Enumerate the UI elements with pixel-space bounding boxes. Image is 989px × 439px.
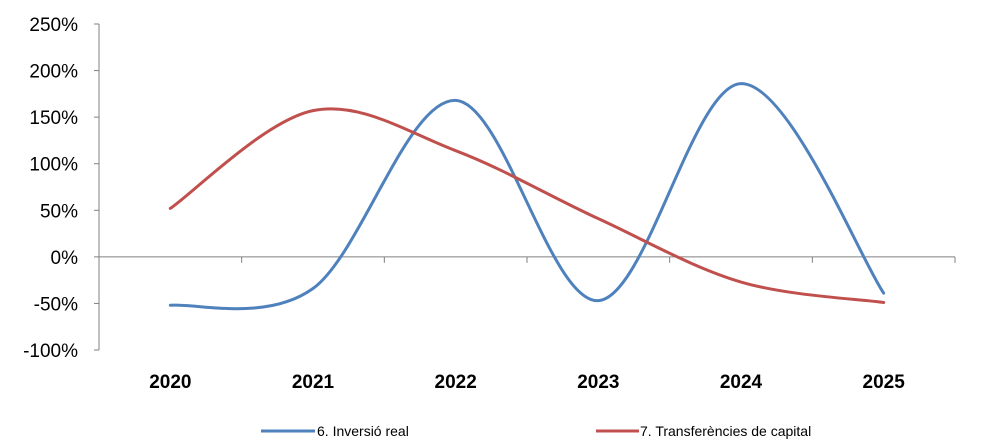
y-tick-label: -50% [34,294,78,315]
x-axis: 2020 2021 2022 2023 2024 2025 [98,256,956,393]
legend: 6. Inversió real 7. Transferències de cap… [261,423,811,439]
x-tick-label: 2025 [863,372,906,393]
y-tick-label: 150% [29,108,78,129]
legend-label-2: 7. Transferències de capital [640,423,811,439]
x-tick-label: 2024 [720,372,763,393]
y-tick-label: 0% [51,248,79,269]
y-tick-label: 50% [40,201,78,222]
x-tick-label: 2021 [292,372,335,393]
y-axis: 250% 200% 150% 100% 50% 0% -50% -100% [23,15,100,362]
legend-label-1: 6. Inversió real [317,423,409,439]
y-tick-label: 200% [29,62,78,83]
x-tick-label: 2022 [435,372,477,393]
y-tick-label: 250% [29,15,78,36]
x-tick-label: 2023 [577,372,619,393]
series-lines [168,82,886,311]
series-line-2 [168,107,886,304]
x-tick-label: 2020 [149,372,191,393]
y-tick-label: -100% [23,341,78,362]
series-line-1 [168,82,886,311]
y-tick-label: 100% [29,155,78,176]
